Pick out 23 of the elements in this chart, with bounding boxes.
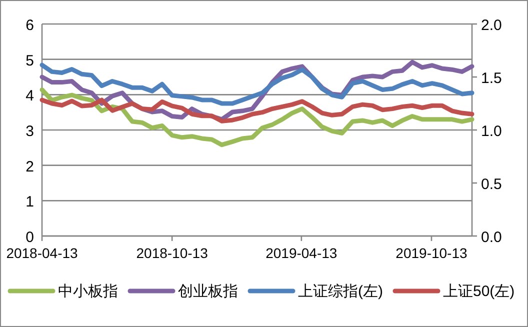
y2-tick-label: 1.5	[481, 70, 502, 87]
legend-label: 上证50(左)	[443, 283, 515, 300]
y2-tick-label: 2.0	[481, 17, 502, 34]
x-tick-label: 2018-10-13	[136, 245, 208, 261]
y-tick-label: 5	[26, 52, 34, 70]
x-tick-label: 2019-10-13	[396, 245, 468, 261]
x-tick-label: 2019-04-13	[266, 245, 338, 261]
y2-tick-label: 0.0	[481, 229, 502, 246]
line-series	[40, 62, 474, 106]
y-tick-label: 3	[26, 123, 34, 140]
legend-label: 中小板指	[58, 283, 118, 300]
x-tick-label: 2018-04-13	[6, 245, 78, 261]
y2-tick-label: 1.0	[481, 123, 502, 140]
y-tick-label: 4	[26, 88, 34, 105]
y-tick-label: 2	[26, 158, 34, 176]
line-series	[40, 87, 474, 148]
legend-label: 创业板指	[178, 283, 238, 300]
y-tick-label: 0	[26, 229, 34, 246]
y-tick-label: 1	[26, 194, 34, 211]
y-tick-label: 6	[26, 17, 34, 34]
y2-tick-label: 0.5	[481, 176, 502, 193]
legend-label: 上证综指(左)	[298, 283, 383, 300]
line-series	[40, 98, 474, 124]
